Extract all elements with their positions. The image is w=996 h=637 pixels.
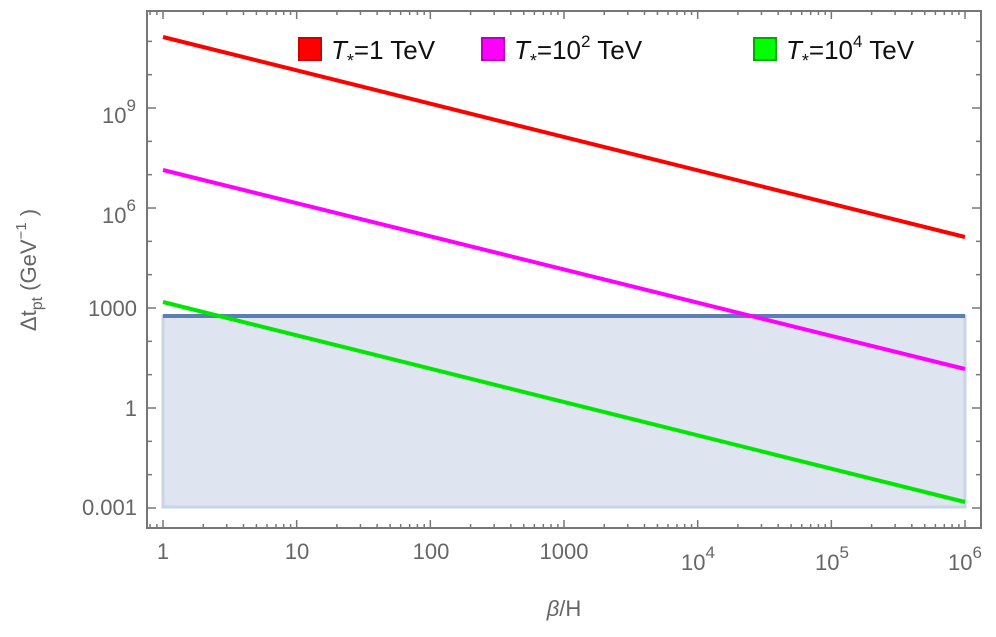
y-tick-label: 1000 <box>88 296 137 321</box>
legend-item-10000tev: T*=104 TeV <box>753 32 915 71</box>
legend-swatch-red <box>298 37 322 61</box>
legend-item-1tev: T*=1 TeV <box>298 35 436 71</box>
series-line-100tev <box>162 168 966 371</box>
legend-item-100tev: T*=102 TeV <box>481 32 643 71</box>
legend: T*=1 TeV T*=102 TeV T*=104 TeV <box>298 32 915 71</box>
y-axis-title: Δtpt (GeV−1 ) <box>13 209 46 331</box>
svg-text:T*=104 TeV: T*=104 TeV <box>786 32 915 71</box>
legend-swatch-green <box>753 37 777 61</box>
x-tick-label: 106 <box>948 543 982 575</box>
y-tick-label: 109 <box>102 96 136 128</box>
x-tick-label: 1 <box>157 539 169 564</box>
y-axis-labels: 109 106 1000 1 0.001 <box>82 96 137 520</box>
series-line-1tev <box>162 35 966 239</box>
shaded-bound-region <box>161 314 967 509</box>
svg-text:T*=102 TeV: T*=102 TeV <box>514 32 643 71</box>
x-tick-label: 104 <box>681 543 715 575</box>
x-tick-label: 105 <box>815 543 849 575</box>
x-tick-label: 10 <box>285 539 309 564</box>
x-tick-label: 100 <box>413 539 450 564</box>
y-tick-label: 0.001 <box>82 495 137 520</box>
y-axis-ticks <box>147 40 981 509</box>
legend-swatch-magenta <box>481 37 505 61</box>
x-axis-ticks <box>149 11 966 528</box>
x-tick-label: 1000 <box>540 539 589 564</box>
svg-text:T*=1 TeV: T*=1 TeV <box>331 35 436 71</box>
x-axis-title: β/H <box>546 596 582 621</box>
series-line-10000tev <box>162 300 966 504</box>
x-axis-labels: 1 10 100 1000 104 105 106 <box>157 539 982 575</box>
y-tick-label: 106 <box>102 196 136 228</box>
y-tick-label: 1 <box>125 396 137 421</box>
